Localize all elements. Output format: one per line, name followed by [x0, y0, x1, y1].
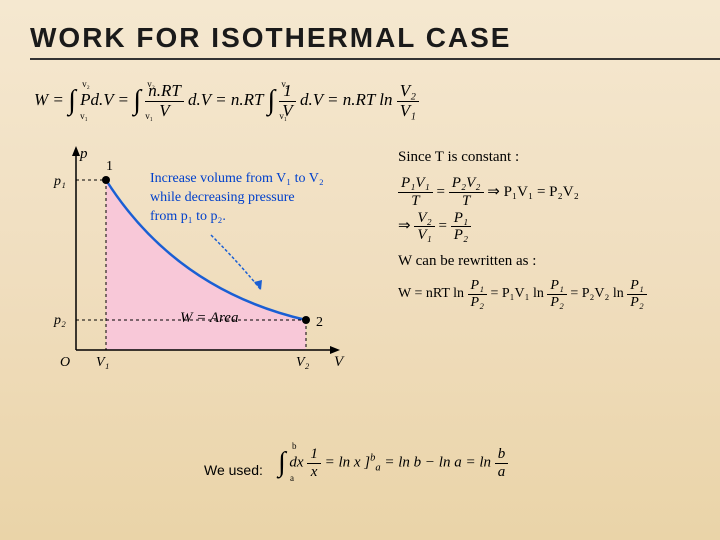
- v-ratio: V₂V₁: [414, 210, 434, 244]
- p-frac-3: P₁P₂: [627, 278, 646, 310]
- eq-sep1: =: [118, 90, 134, 109]
- id-frac: 1x: [307, 446, 321, 480]
- v1-label: V₁: [96, 355, 109, 370]
- f2d: P₂: [547, 295, 566, 310]
- w-mid2: = P₂V₂ ln: [570, 286, 627, 301]
- annotation-line3: from p₁ to p₂.: [150, 208, 324, 227]
- id-final-frac: ba: [495, 446, 509, 480]
- id-fden: a: [495, 464, 509, 481]
- l2-lden: T: [398, 193, 433, 210]
- id-bracket-lb: a: [375, 462, 380, 473]
- p-axis-label: p: [79, 146, 88, 162]
- id-expand: = ln b − ln a = ln: [384, 454, 494, 470]
- int2-upper: v₂: [147, 79, 155, 89]
- l3-lden: V₁: [414, 227, 434, 244]
- rhs-frac: P₂V₂T: [449, 175, 484, 209]
- l2-rden: T: [449, 193, 484, 210]
- f1n: P₁: [468, 278, 487, 294]
- y-arrow: [72, 146, 80, 156]
- l2-lnum: P₁V₁: [398, 175, 433, 193]
- f2n: P₁: [547, 278, 566, 294]
- implies-prefix: ⇒: [398, 218, 414, 234]
- v-axis-label: V: [334, 354, 345, 370]
- x-arrow: [330, 346, 340, 354]
- f3n: P₁: [627, 278, 646, 294]
- annotation-arrowhead: [254, 280, 262, 290]
- w-mid1: = P₁V₁ ln: [490, 286, 547, 301]
- p-ratio: P₁P₂: [451, 210, 471, 244]
- id-ub: b: [292, 441, 297, 451]
- integral-3: ∫v₂v₁: [267, 85, 275, 117]
- id-body-pre: dx: [289, 454, 307, 470]
- int3-lower: v₁: [279, 111, 287, 121]
- we-used-label: We used:: [204, 462, 263, 478]
- l2-rnum: P₂V₂: [449, 175, 484, 193]
- p1-label: p₁: [53, 174, 66, 189]
- final-frac: V₂V₁: [397, 82, 419, 120]
- p2-label: p₂: [53, 313, 66, 328]
- boyle-line: P₁V₁T = P₂V₂T ⇒ P₁V₁ = P₂V₂: [398, 175, 708, 210]
- w-pressure-line: W = nRT ln P₁P₂ = P₁V₁ ln P₁P₂ = P₂V₂ ln…: [398, 278, 708, 310]
- annotation-line1: Increase volume from V₁ to V₂: [150, 170, 324, 189]
- implies-pv: ⇒ P₁V₁ = P₂V₂: [487, 184, 579, 200]
- f1d: P₂: [468, 295, 487, 310]
- w-equals-area: W = Area: [180, 310, 238, 327]
- id-den: x: [307, 464, 321, 481]
- pt2-label: 2: [316, 315, 323, 330]
- eq-mid: = n.RT: [215, 90, 263, 109]
- eq-prefix: W =: [34, 90, 68, 109]
- derivation: Since T is constant : P₁V₁T = P₂V₂T ⇒ P₁…: [398, 140, 708, 310]
- final-prefix: = n.RT ln: [327, 90, 397, 109]
- p-frac-1: P₁P₂: [468, 278, 487, 310]
- annotation-line2: while decreasing pressure: [150, 189, 324, 208]
- ratio-line: ⇒ V₂V₁ = P₁P₂: [398, 209, 708, 244]
- title-underline: [30, 58, 720, 60]
- lhs-frac: P₁V₁T: [398, 175, 433, 209]
- w-prefix: W = nRT ln: [398, 286, 468, 301]
- int1-body: Pd.V: [80, 90, 113, 109]
- final-den: V₁: [397, 102, 419, 121]
- p-frac-2: P₁P₂: [547, 278, 566, 310]
- since-line: Since T is constant :: [398, 140, 708, 175]
- annotation-arrow: [211, 235, 261, 290]
- int2-lower: v₁: [145, 111, 153, 121]
- id-fnum: b: [495, 446, 509, 464]
- l3-rnum: P₁: [451, 210, 471, 228]
- origin-label: O: [60, 355, 70, 370]
- eq-sign2: =: [438, 218, 450, 234]
- work-equation: W = ∫v₂v₁ Pd.V = ∫v₂v₁ n.RTV d.V = n.RT …: [34, 82, 419, 120]
- l3-lnum: V₂: [414, 210, 434, 228]
- id-lb: a: [290, 473, 294, 483]
- integral-identity: ∫ba dx 1x = ln x ]ba = ln b − ln a = ln …: [278, 446, 508, 480]
- int1-upper: v₂: [82, 79, 90, 89]
- id-num: 1: [307, 446, 321, 464]
- l3-rden: P₂: [451, 227, 471, 244]
- id-mid: = ln x ]: [325, 454, 371, 470]
- slide-title: WORK FOR ISOTHERMAL CASE: [30, 22, 511, 54]
- pt1-label: 1: [106, 159, 113, 174]
- final-num: V₂: [397, 82, 419, 102]
- identity-integral: ∫ba: [278, 447, 286, 479]
- integral-1: ∫v₂v₁: [68, 85, 76, 117]
- v2-label: V₂: [296, 355, 310, 370]
- integral-2: ∫v₂v₁: [133, 85, 141, 117]
- eq-sign: =: [437, 184, 449, 200]
- f3d: P₂: [627, 295, 646, 310]
- int1-lower: v₁: [80, 111, 88, 121]
- int3-tail: d.V: [300, 90, 323, 109]
- rewrite-line: W can be rewritten as :: [398, 244, 708, 279]
- int3-upper: v₂: [281, 79, 289, 89]
- graph-annotation: Increase volume from V₁ to V₂ while decr…: [150, 170, 324, 227]
- int2-tail: d.V: [188, 90, 211, 109]
